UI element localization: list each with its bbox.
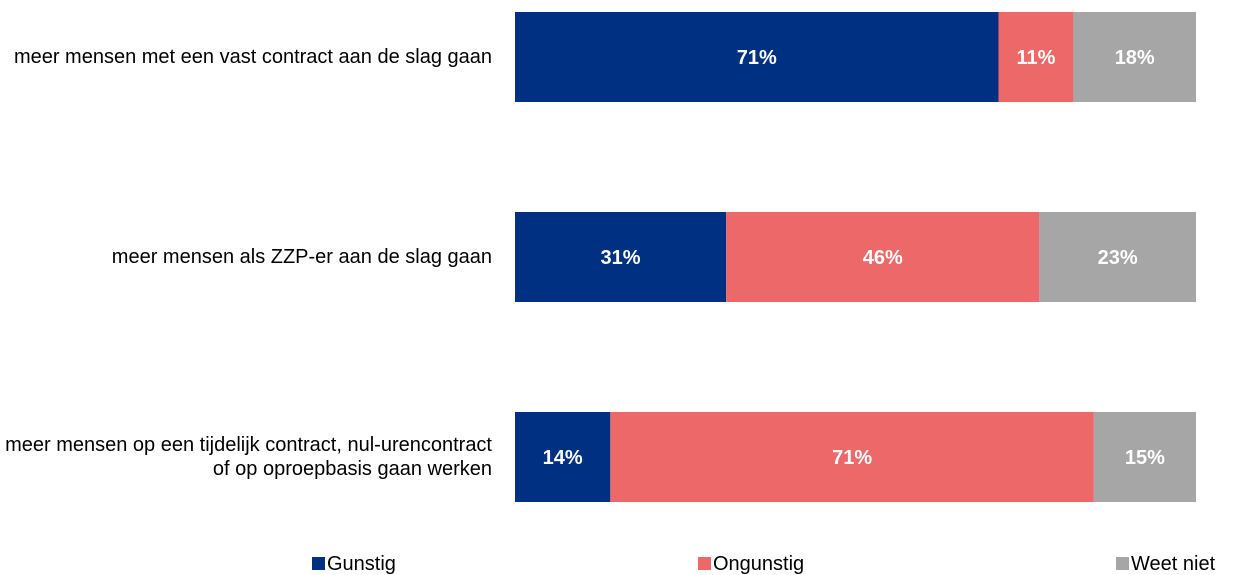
bar-segment <box>610 412 1094 502</box>
bar-segment <box>1039 212 1196 302</box>
data-label: 46% <box>863 247 903 269</box>
data-label: 15% <box>1125 447 1165 469</box>
category-label: meer mensen op een tijdelijk contract, n… <box>5 434 492 480</box>
legend-label: Ongunstig <box>713 553 804 575</box>
data-label: 11% <box>1016 47 1055 69</box>
legend-label: Weet niet <box>1131 553 1216 575</box>
data-label: 14% <box>543 447 583 469</box>
legend-swatch <box>312 557 325 570</box>
bar-segment <box>726 212 1040 302</box>
category-label: meer mensen als ZZP-er aan de slag gaan <box>111 246 492 268</box>
legend-label: Gunstig <box>327 553 396 575</box>
bar-segment <box>1073 12 1196 102</box>
data-label: 71% <box>832 447 872 469</box>
bar-segment <box>998 12 1074 102</box>
legend-swatch <box>1116 557 1129 570</box>
bar-segment <box>1093 412 1196 502</box>
category-label: meer mensen met een vast contract aan de… <box>13 46 492 68</box>
data-label: 23% <box>1098 247 1138 269</box>
bar-segment <box>515 12 999 102</box>
bar-segment <box>515 212 727 302</box>
data-label: 18% <box>1115 47 1155 69</box>
data-label: 71% <box>737 47 777 69</box>
legend-swatch <box>698 557 711 570</box>
bar-segment <box>515 412 611 502</box>
data-label: 31% <box>601 247 641 269</box>
